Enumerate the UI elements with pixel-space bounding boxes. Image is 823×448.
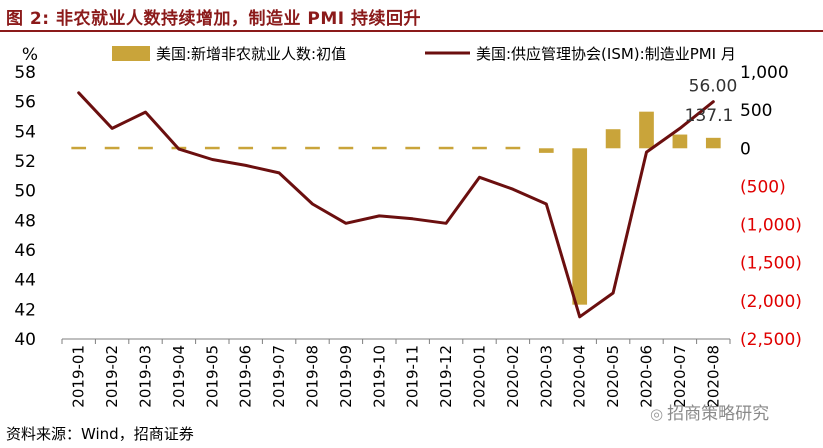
bar: [138, 146, 153, 150]
x-tick-label: 2019-06: [237, 345, 255, 408]
y-left-tick-label: 46: [14, 241, 36, 261]
bar: [705, 137, 721, 149]
bar: [605, 129, 621, 149]
bar: [639, 111, 654, 149]
y-right-tick-label: (1,000): [740, 216, 802, 236]
bar: [438, 146, 454, 150]
x-tick-label: 2020-03: [537, 345, 555, 408]
x-tick-label: 2019-12: [437, 345, 455, 408]
legend-line-label: 美国:供应管理协会(ISM):制造业PMI 月: [476, 45, 736, 63]
bar: [305, 146, 320, 150]
legend-bar-swatch: [112, 46, 150, 61]
figure-title: 图 2: 非农就业人数持续增加，制造业 PMI 持续回升: [6, 9, 422, 29]
bar: [104, 146, 120, 150]
bar-series: [71, 111, 721, 305]
bar: [371, 146, 387, 150]
title-rule: [0, 30, 823, 32]
x-tick-label: 2020-01: [471, 345, 489, 408]
x-tick-label: 2019-05: [203, 345, 221, 408]
x-tick-label: 2019-03: [137, 345, 155, 408]
y-left-tick-label: 54: [14, 122, 36, 142]
x-tick-label: 2019-10: [370, 345, 388, 408]
y-right-tick-label: (2,000): [740, 292, 802, 312]
y-right-tick-label: (1,500): [740, 254, 802, 274]
source-note: 资料来源：Wind，招商证券: [6, 425, 194, 443]
x-tick-label: 2020-06: [638, 345, 656, 408]
bar: [405, 146, 421, 150]
pmi-line: [77, 91, 715, 319]
x-tick-label: 2020-04: [571, 345, 589, 408]
y-left-tick-label: 44: [14, 271, 36, 291]
y-left-tick-label: 56: [14, 93, 36, 113]
y-left-tick-label: 50: [14, 182, 36, 202]
y-right-tick-label: 500: [740, 101, 772, 121]
bar: [538, 148, 554, 153]
bar: [472, 146, 487, 150]
x-tick-label: 2020-05: [604, 345, 622, 408]
y-right-tick-label: 0: [740, 139, 751, 159]
y-right-tick-label: (2,500): [740, 330, 802, 350]
x-tick-label: 2019-01: [70, 345, 88, 408]
x-tick-label: 2020-02: [504, 345, 522, 408]
bar: [505, 146, 521, 150]
y-left-tick-label: 58: [14, 63, 36, 83]
line-series-layer: [77, 91, 715, 319]
x-tick-label: 2019-02: [103, 345, 121, 408]
y-left-tick-label: 48: [14, 211, 36, 231]
bar: [238, 146, 254, 150]
y-left-unit-label: %: [22, 45, 38, 65]
legend: 美国:新增非农就业人数:初值 美国:供应管理协会(ISM):制造业PMI 月: [112, 45, 736, 63]
axes: 2019-01 2019-02 2019-03 2019-04 2019-05 2019-…: [14, 45, 802, 408]
x-tick-label: 2019-09: [337, 345, 355, 408]
x-tick-label: 2019-08: [304, 345, 322, 408]
y-left-tick-label: 52: [14, 152, 36, 172]
annotation-pmi: 56.00: [689, 77, 738, 97]
bar: [338, 146, 354, 150]
x-tick-label: 2019-11: [404, 345, 422, 408]
wechat-icon: ◎: [650, 405, 664, 423]
y-right-tick-label: 1,000: [740, 63, 789, 83]
annotations: 56.00 137.1: [685, 77, 738, 126]
x-tick-label: 2019-07: [270, 345, 288, 408]
watermark: ◎ 招商策略研究: [650, 399, 769, 424]
bar: [71, 146, 87, 150]
bar: [572, 148, 588, 305]
legend-bar-label: 美国:新增非农就业人数:初值: [156, 45, 346, 63]
bar: [672, 134, 688, 149]
y-right-tick-label: (500): [740, 177, 786, 197]
y-left-tick-label: 40: [14, 330, 36, 350]
annotation-payrolls: 137.1: [685, 106, 734, 126]
y-left-tick-label: 42: [14, 300, 36, 320]
x-tick-label: 2019-04: [170, 345, 188, 408]
x-tick-label: 2020-08: [704, 345, 722, 408]
bar: [204, 146, 220, 150]
bar: [271, 146, 287, 150]
watermark-text: 招商策略研究: [667, 404, 770, 424]
x-tick-label: 2020-07: [671, 345, 689, 408]
